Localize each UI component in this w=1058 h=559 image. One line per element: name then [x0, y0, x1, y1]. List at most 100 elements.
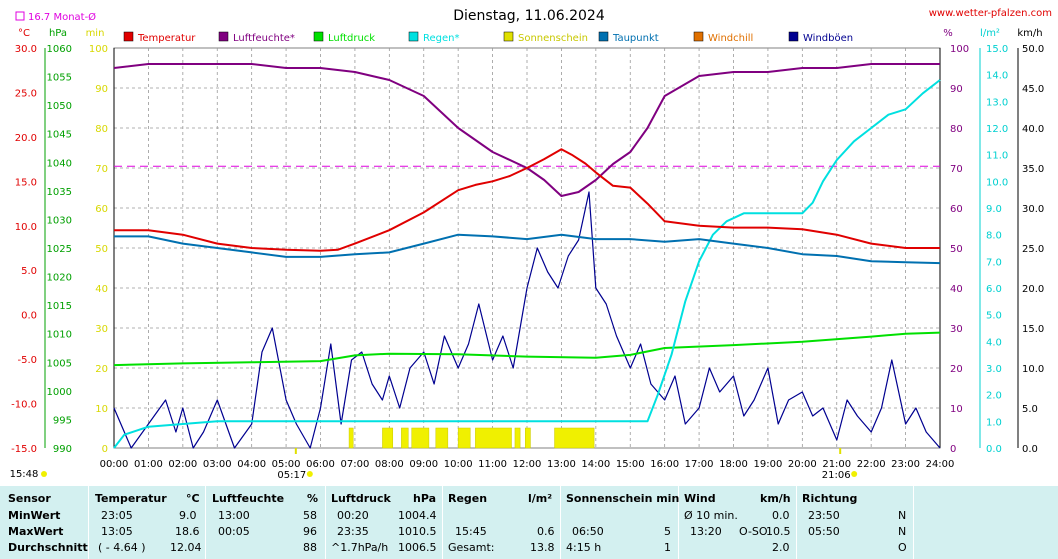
wind-max-time: 13:20 — [690, 525, 722, 538]
axis-tick-humidity: 70 — [950, 164, 963, 175]
axis-tick-pressure: 1000 — [47, 387, 72, 398]
axis-unit-rain: l/m² — [980, 28, 1000, 39]
axis-tick-humidity: 20 — [950, 364, 963, 375]
temp-min: 9.0 — [179, 509, 197, 522]
rain-max: 0.6 — [537, 525, 555, 538]
sunshine-bar — [348, 427, 354, 449]
axis-unit-humidity: % — [943, 28, 953, 39]
sunshine-header: Sonnenschein min — [566, 492, 680, 505]
table-divider — [796, 486, 797, 559]
axis-unit-wind: km/h — [1017, 28, 1042, 39]
axis-tick-humidity: 100 — [950, 44, 969, 55]
x-tick-label: 10:00 — [444, 459, 473, 470]
axis-unit-pressure: hPa — [49, 28, 67, 39]
direction-min-time: 23:50 — [808, 509, 840, 522]
axis-tick-wind: 0.0 — [1022, 444, 1038, 455]
axis-tick-rain: 13.0 — [986, 97, 1008, 108]
moonrise-icon — [41, 471, 47, 477]
temp-header: Temperatur — [95, 492, 167, 505]
legend-label: Temperatur — [137, 33, 196, 44]
legend-swatch — [503, 31, 514, 42]
axis-tick-sunshine: 30 — [95, 324, 108, 335]
x-tick-label: 08:00 — [375, 459, 404, 470]
x-tick-label: 05:00 — [272, 459, 301, 470]
wind-max-direction: O-SO — [739, 525, 768, 538]
sunshine-total: 4:15 h — [566, 541, 602, 554]
pressure-max: 1010.5 — [398, 525, 437, 538]
series-taupunkt — [114, 233, 941, 265]
legend-label: Windböen — [803, 33, 853, 44]
legend-label: Luftfeuchte* — [233, 33, 295, 44]
axis-tick-wind: 40.0 — [1022, 124, 1044, 135]
axis-tick-pressure: 1020 — [47, 273, 72, 284]
axis-tick-humidity: 10 — [950, 404, 963, 415]
temp-avg-note: ( - 4.64 ) — [98, 541, 146, 554]
series-temperatur — [114, 148, 940, 252]
axis-tick-rain: 4.0 — [986, 337, 1002, 348]
sunrise-label: 05:17 — [277, 470, 306, 481]
pressure-min-time: 00:20 — [337, 509, 369, 522]
x-tick-label: 16:00 — [650, 459, 679, 470]
axis-tick-pressure: 1060 — [47, 44, 72, 55]
sunshine-bar — [554, 427, 595, 449]
pressure-min: 1004.4 — [398, 509, 437, 522]
axis-tick-sunshine: 0 — [102, 444, 108, 455]
axis-tick-wind: 10.0 — [1022, 364, 1044, 375]
rain-max-time: 15:45 — [455, 525, 487, 538]
axis-tick-humidity: 50 — [950, 244, 963, 255]
wind-avg: 2.0 — [772, 541, 790, 554]
sunshine-bar — [514, 427, 521, 449]
sunshine-bar — [475, 427, 512, 449]
row-label-sensor: Sensor — [8, 492, 51, 505]
sunshine-bar — [401, 427, 409, 449]
axis-tick-temp: 10.0 — [15, 222, 37, 233]
chart-title: Dienstag, 11.06.2024 — [453, 8, 605, 24]
axis-tick-sunshine: 40 — [95, 284, 108, 295]
x-tick-label: 12:00 — [513, 459, 542, 470]
axis-tick-temp: 20.0 — [15, 133, 37, 144]
sunshine-bar — [382, 427, 394, 449]
x-tick-label: 22:00 — [857, 459, 886, 470]
temp-min-time: 23:05 — [101, 509, 133, 522]
series-luftfeuchte — [113, 63, 940, 197]
axis-tick-wind: 30.0 — [1022, 204, 1044, 215]
table-divider — [913, 486, 914, 559]
pressure-header: Luftdruck — [331, 492, 391, 505]
wind-unit: km/h — [760, 492, 791, 505]
axis-tick-wind: 35.0 — [1022, 164, 1044, 175]
legend-swatch — [218, 31, 229, 42]
axis-tick-humidity: 60 — [950, 204, 963, 215]
axis-tick-pressure: 990 — [53, 444, 72, 455]
axis-tick-rain: 8.0 — [986, 231, 1002, 242]
sunshine-bar — [411, 427, 430, 449]
temp-max-time: 13:05 — [101, 525, 133, 538]
axis-tick-humidity: 80 — [950, 124, 963, 135]
axis-tick-wind: 5.0 — [1022, 404, 1038, 415]
axis-tick-temp: 30.0 — [15, 44, 37, 55]
x-tick-label: 11:00 — [478, 459, 507, 470]
legend-swatch — [408, 31, 419, 42]
axis-tick-humidity: 40 — [950, 284, 963, 295]
direction-header: Richtung — [802, 492, 858, 505]
axis-tick-humidity: 30 — [950, 324, 963, 335]
humidity-min-time: 13:00 — [218, 509, 250, 522]
legend-swatch — [693, 31, 704, 42]
direction-max-time: 05:50 — [808, 525, 840, 538]
pressure-max-time: 23:35 — [337, 525, 369, 538]
axis-tick-pressure: 995 — [53, 415, 72, 426]
axis-tick-humidity: 0 — [950, 444, 956, 455]
sunrise-icon — [306, 471, 313, 477]
x-tick-label: 07:00 — [341, 459, 370, 470]
legend-label: Luftdruck — [328, 33, 375, 44]
humidity-min: 58 — [303, 509, 317, 522]
axis-tick-sunshine: 90 — [95, 84, 108, 95]
row-label-avg: Durchschnitt — [8, 541, 88, 554]
temp-unit: °C — [186, 492, 200, 505]
x-tick-label: 14:00 — [581, 459, 610, 470]
legend-swatch — [788, 31, 799, 42]
rain-total-label: Gesamt: — [448, 541, 495, 554]
axis-tick-temp: -15.0 — [11, 444, 37, 455]
axis-tick-temp: 15.0 — [15, 177, 37, 188]
axis-tick-rain: 1.0 — [986, 417, 1002, 428]
axis-tick-pressure: 1035 — [47, 187, 72, 198]
